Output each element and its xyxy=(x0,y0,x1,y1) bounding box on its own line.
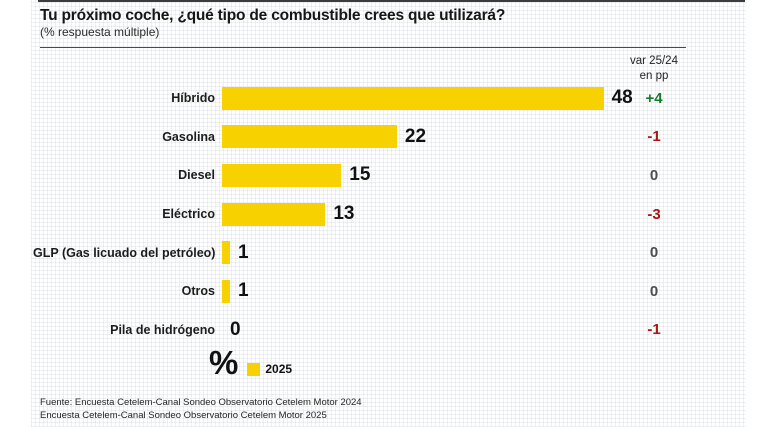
chart-title: Tu próximo coche, ¿qué tipo de combustib… xyxy=(40,7,506,24)
chart-row: GLP (Gas licuado del petróleo) 1 0 xyxy=(33,233,733,272)
chart-row: Otros 1 0 xyxy=(33,272,733,311)
bar xyxy=(222,202,326,226)
category-label: Pila de hidrógeno xyxy=(110,322,215,337)
value-label: 13 xyxy=(333,203,355,225)
chart-row: Eléctrico 13 -3 xyxy=(33,195,733,234)
var-value: 0 xyxy=(649,166,659,184)
chart-row: Gasolina 22 -1 xyxy=(33,118,733,157)
value-label: 48 xyxy=(611,87,633,109)
category-label: Gasolina xyxy=(162,129,215,144)
chart-subtitle: (% respuesta múltiple) xyxy=(40,25,160,39)
chart-row: Diesel 15 0 xyxy=(33,156,733,195)
bar xyxy=(222,279,230,303)
category-label: GLP (Gas licuado del petróleo) xyxy=(33,245,216,260)
legend-entry-2025: 2025 xyxy=(247,362,292,376)
var-column-header-line1: var 25/24 xyxy=(630,55,678,67)
value-label: 0 xyxy=(230,318,241,340)
category-label: Híbrido xyxy=(171,91,215,106)
chart-legend: % 2025 xyxy=(209,346,292,379)
legend-label: 2025 xyxy=(265,362,293,376)
bar xyxy=(222,125,397,149)
chart-row: Pila de hidrógeno 0 -1 xyxy=(33,311,733,350)
var-value: -1 xyxy=(647,321,661,339)
source-line-1: Fuente: Encuesta Cetelem-Canal Sondeo Ob… xyxy=(40,397,362,408)
bar xyxy=(222,241,230,265)
var-value: +4 xyxy=(645,89,663,107)
title-divider xyxy=(40,47,686,48)
value-label: 22 xyxy=(404,125,427,147)
percent-unit-symbol: % xyxy=(209,344,239,381)
var-value: -3 xyxy=(647,205,661,223)
var-column-header-line2: en pp xyxy=(639,69,669,82)
bar xyxy=(222,86,604,110)
var-value: -1 xyxy=(647,128,661,146)
value-label: 1 xyxy=(237,241,249,263)
top-border-line xyxy=(38,0,745,2)
legend-swatch-icon xyxy=(247,362,261,376)
value-label: 1 xyxy=(237,280,249,302)
category-label: Eléctrico xyxy=(162,207,215,222)
source-footnote: Fuente: Encuesta Cetelem-Canal Sondeo Ob… xyxy=(40,397,362,423)
chart-row: Híbrido 48 +4 xyxy=(33,79,733,118)
category-label: Otros xyxy=(181,284,215,299)
var-value: 0 xyxy=(649,244,659,262)
source-line-2: Encuesta Cetelem-Canal Sondeo Observator… xyxy=(40,409,327,421)
var-value: 0 xyxy=(649,282,659,300)
category-label: Diesel xyxy=(178,168,215,183)
var-column-header: var 25/24 en pp xyxy=(616,54,692,84)
value-label: 15 xyxy=(349,164,371,186)
bar-chart-rows: Híbrido 48 +4 Gasolina 22 -1 Diesel 15 0 Eléctric… xyxy=(33,79,733,349)
bar xyxy=(222,163,342,187)
